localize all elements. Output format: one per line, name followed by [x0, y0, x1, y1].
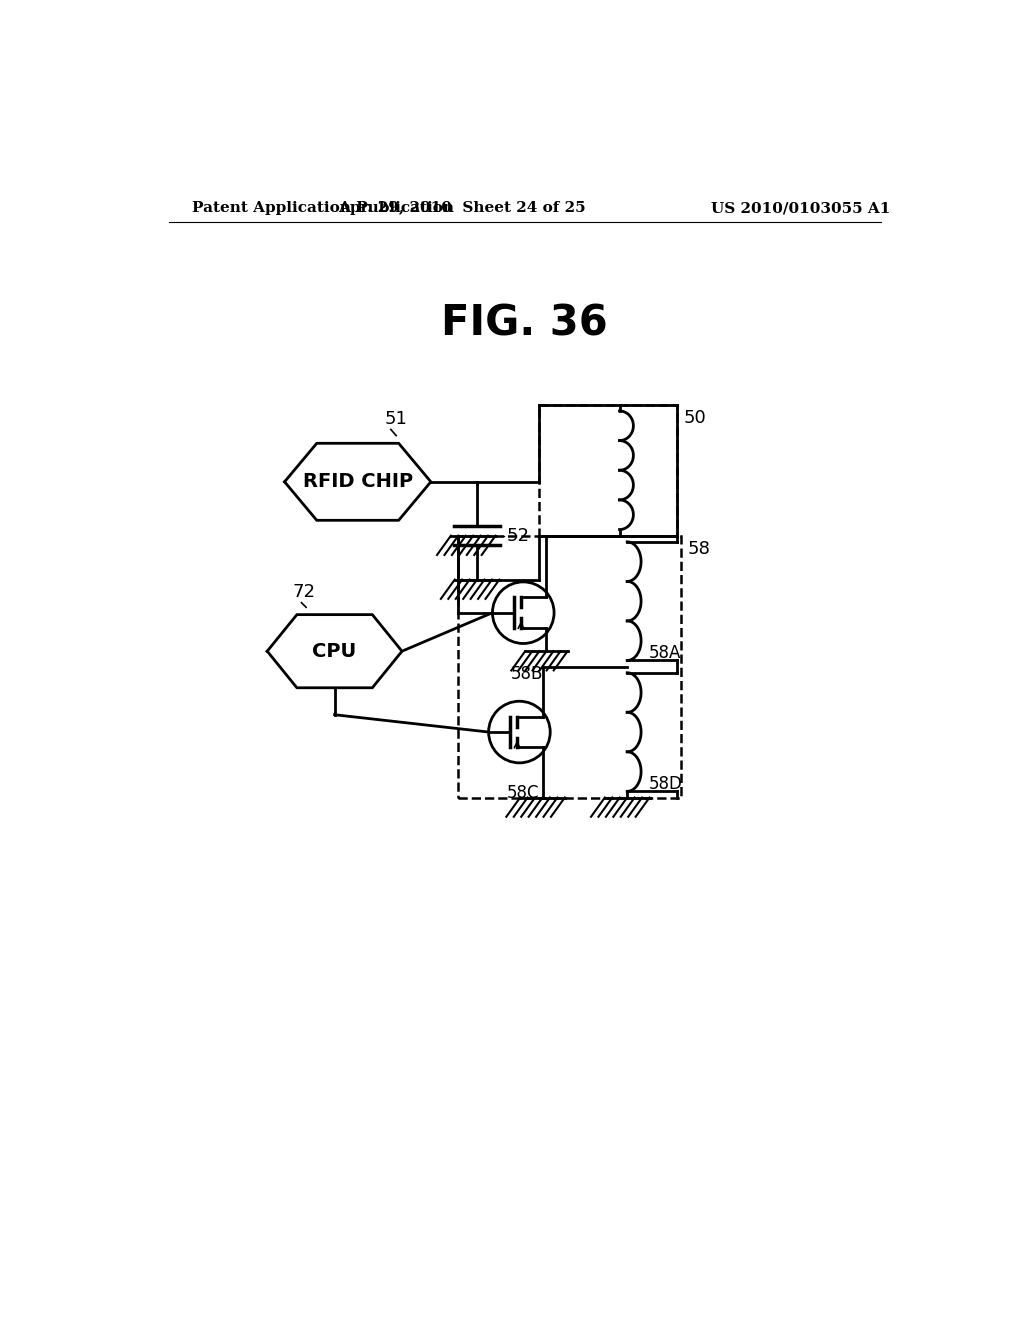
Text: 52: 52 — [506, 527, 529, 545]
Text: Patent Application Publication: Patent Application Publication — [193, 202, 455, 215]
Text: 50: 50 — [683, 409, 707, 426]
Text: CPU: CPU — [312, 642, 356, 661]
Text: FIG. 36: FIG. 36 — [441, 304, 608, 345]
Text: 58C: 58C — [507, 784, 540, 803]
Text: 58: 58 — [687, 540, 711, 557]
Text: Apr. 29, 2010  Sheet 24 of 25: Apr. 29, 2010 Sheet 24 of 25 — [338, 202, 586, 215]
Text: RFID CHIP: RFID CHIP — [303, 473, 413, 491]
Bar — [458, 536, 681, 797]
Text: 58B: 58B — [511, 665, 544, 682]
Text: 58D: 58D — [649, 775, 683, 792]
Text: 51: 51 — [385, 411, 408, 428]
Text: 72: 72 — [292, 583, 315, 601]
Bar — [539, 405, 677, 536]
Text: 58A: 58A — [649, 644, 681, 661]
Text: US 2010/0103055 A1: US 2010/0103055 A1 — [711, 202, 890, 215]
